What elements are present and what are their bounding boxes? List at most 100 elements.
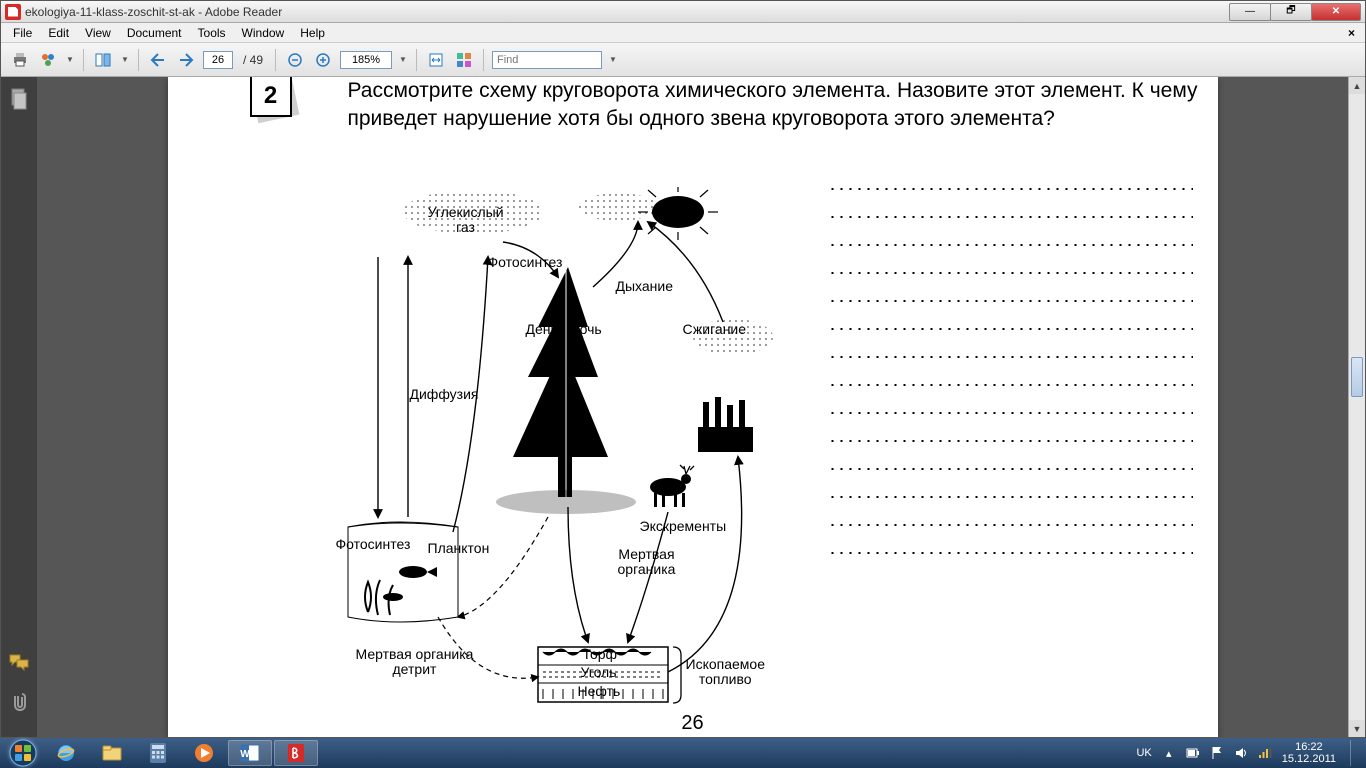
answer-line	[828, 439, 1193, 443]
fit-width-button[interactable]	[425, 49, 447, 71]
label-plankton: Планктон	[428, 541, 490, 556]
answer-line	[828, 551, 1193, 555]
separator	[138, 49, 139, 71]
volume-icon[interactable]	[1234, 746, 1248, 760]
menu-tools[interactable]: Tools	[190, 24, 234, 42]
label-excrement: Экскременты	[640, 519, 727, 534]
answer-line	[828, 327, 1193, 331]
label-night: Ночь	[570, 322, 602, 337]
separator	[83, 49, 84, 71]
tray-chevron-up-icon[interactable]: ▴	[1162, 746, 1176, 760]
label-day: День	[526, 322, 558, 337]
label-photosynthesis: Фотосинтез	[488, 255, 563, 270]
system-tray: UK ▴ 16:22 15.12.2011	[1136, 740, 1362, 766]
navigation-rail	[1, 77, 37, 737]
task-ie[interactable]	[44, 740, 88, 766]
answer-line	[828, 271, 1193, 275]
pages-panel-button[interactable]	[92, 49, 114, 71]
pages-thumb-icon[interactable]	[7, 87, 31, 111]
answer-line	[828, 187, 1193, 191]
scroll-up-button[interactable]: ▲	[1349, 77, 1365, 94]
find-dropdown[interactable]: ▼	[608, 55, 618, 64]
menu-file[interactable]: File	[5, 24, 40, 42]
pdf-icon	[5, 4, 21, 20]
label-diffusion: Диффузия	[410, 387, 479, 402]
answer-lines	[828, 187, 1193, 555]
battery-icon[interactable]	[1186, 746, 1200, 760]
menu-document[interactable]: Document	[119, 24, 190, 42]
attachments-icon[interactable]	[7, 689, 31, 713]
page-total-label: / 49	[239, 53, 267, 67]
task-calc[interactable]	[136, 740, 180, 766]
show-desktop-button[interactable]	[1350, 740, 1358, 766]
menu-edit[interactable]: Edit	[40, 24, 77, 42]
label-burning: Сжигание	[683, 322, 747, 337]
task-media[interactable]	[182, 740, 226, 766]
app-window: ekologiya-11-klass-zoschit-st-ak - Adobe…	[0, 0, 1366, 738]
language-indicator[interactable]: UK	[1136, 747, 1151, 759]
answer-line	[828, 355, 1193, 359]
task-adobe-reader[interactable]	[274, 740, 318, 766]
find-input[interactable]	[492, 51, 602, 69]
network-icon[interactable]	[1258, 746, 1272, 760]
clock[interactable]: 16:22 15.12.2011	[1282, 741, 1336, 765]
flag-icon[interactable]	[1210, 746, 1224, 760]
menu-window[interactable]: Window	[234, 24, 293, 42]
label-co2: Углекислый газ	[428, 205, 504, 236]
zoom-in-button[interactable]	[312, 49, 334, 71]
zoom-out-button[interactable]	[284, 49, 306, 71]
label-breathing: Дыхание	[616, 279, 674, 294]
minimize-button[interactable]: —	[1229, 3, 1271, 21]
titlebar[interactable]: ekologiya-11-klass-zoschit-st-ak - Adobe…	[1, 1, 1365, 23]
label-peat: Торф	[583, 647, 618, 662]
scroll-down-button[interactable]: ▼	[1349, 720, 1365, 737]
zoom-input[interactable]	[340, 51, 392, 69]
menu-view[interactable]: View	[77, 24, 119, 42]
pdf-page: 2 Рассмотрите схему круговорота химическ…	[168, 77, 1218, 737]
separator	[483, 49, 484, 71]
page-number-input[interactable]	[203, 51, 233, 69]
document-viewport[interactable]: 2 Рассмотрите схему круговорота химическ…	[37, 77, 1348, 737]
fullscreen-button[interactable]	[453, 49, 475, 71]
email-button[interactable]	[37, 49, 59, 71]
time-label: 16:22	[1282, 741, 1336, 753]
question-number: 2	[264, 82, 277, 110]
email-dropdown[interactable]: ▼	[65, 55, 75, 64]
pages-dropdown[interactable]: ▼	[120, 55, 130, 64]
menu-help[interactable]: Help	[292, 24, 333, 42]
content-area: 2 Рассмотрите схему круговорота химическ…	[1, 77, 1365, 737]
print-button[interactable]	[9, 49, 31, 71]
scroll-thumb[interactable]	[1351, 357, 1363, 397]
answer-line	[828, 383, 1193, 387]
label-oil: Нефть	[578, 684, 621, 699]
window-buttons: — 🗗 ✕	[1230, 3, 1361, 21]
prev-page-button[interactable]	[147, 49, 169, 71]
separator	[416, 49, 417, 71]
taskbar: W UK ▴ 16:22 15.12.2011	[0, 738, 1366, 768]
comments-icon[interactable]	[7, 651, 31, 675]
answer-line	[828, 215, 1193, 219]
close-button[interactable]: ✕	[1311, 3, 1361, 21]
zoom-dropdown[interactable]: ▼	[398, 55, 408, 64]
document-close-button[interactable]: ×	[1342, 26, 1361, 40]
toolbar: ▼ ▼ / 49 ▼ ▼	[1, 43, 1365, 77]
task-explorer[interactable]	[90, 740, 134, 766]
next-page-button[interactable]	[175, 49, 197, 71]
label-photosynthesis-water: Фотосинтез	[336, 537, 411, 552]
start-button[interactable]	[4, 738, 42, 768]
answer-line	[828, 523, 1193, 527]
task-word[interactable]: W	[228, 740, 272, 766]
label-dead-organics: Мертвая органика	[618, 547, 676, 578]
maximize-button[interactable]: 🗗	[1270, 3, 1312, 21]
question-number-badge: 2	[250, 77, 292, 117]
answer-line	[828, 467, 1193, 471]
label-dead-detritus: Мертвая органика детрит	[356, 647, 474, 678]
question-text: Рассмотрите схему круговорота химическог…	[348, 77, 1198, 134]
vertical-scrollbar[interactable]: ▲ ▼	[1348, 77, 1365, 737]
answer-line	[828, 243, 1193, 247]
carbon-cycle-diagram: Углекислый газ Фотосинтез Дыхание День Н…	[338, 187, 798, 727]
label-fossil-fuel: Ископаемое топливо	[686, 657, 765, 688]
label-coal: Уголь	[581, 665, 617, 680]
svg-text:W: W	[240, 749, 250, 760]
date-label: 15.12.2011	[1282, 753, 1336, 765]
